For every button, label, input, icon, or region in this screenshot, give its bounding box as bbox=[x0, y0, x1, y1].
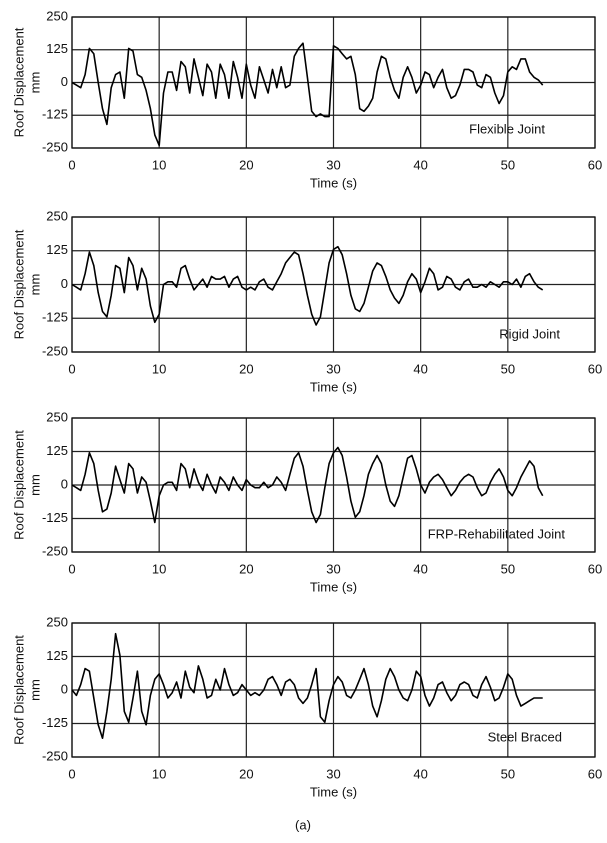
x-tick-label: 10 bbox=[152, 157, 166, 172]
x-tick-label: 60 bbox=[588, 157, 602, 172]
y-tick-label: 0 bbox=[61, 276, 68, 291]
x-tick-label: 20 bbox=[239, 561, 253, 576]
x-tick-label: 20 bbox=[239, 766, 253, 781]
y-tick-label: -250 bbox=[42, 543, 68, 558]
x-tick-label: 30 bbox=[326, 361, 340, 376]
y-tick-label: 125 bbox=[46, 41, 68, 56]
y-tick-label: 250 bbox=[46, 409, 68, 424]
y-tick-label: 125 bbox=[46, 443, 68, 458]
x-tick-label: 50 bbox=[501, 361, 515, 376]
x-tick-label: 60 bbox=[588, 766, 602, 781]
y-tick-label: 250 bbox=[46, 614, 68, 629]
x-tick-label: 30 bbox=[326, 766, 340, 781]
caption: (a) bbox=[295, 817, 311, 832]
y-tick-label: 250 bbox=[46, 208, 68, 223]
x-tick-label: 50 bbox=[501, 561, 515, 576]
x-tick-label: 40 bbox=[413, 157, 427, 172]
x-tick-label: 50 bbox=[501, 157, 515, 172]
y-tick-label: -250 bbox=[42, 343, 68, 358]
x-axis-label: Time (s) bbox=[310, 379, 357, 394]
x-tick-label: 40 bbox=[413, 561, 427, 576]
x-tick-label: 20 bbox=[239, 361, 253, 376]
y-axis-label: Roof Displacement bbox=[11, 635, 26, 745]
x-tick-label: 10 bbox=[152, 766, 166, 781]
y-tick-label: 0 bbox=[61, 74, 68, 89]
annotation: Rigid Joint bbox=[499, 326, 560, 341]
y-axis-unit: mm bbox=[27, 679, 42, 701]
x-axis-label: Time (s) bbox=[310, 784, 357, 799]
x-tick-label: 0 bbox=[68, 766, 75, 781]
y-axis-unit: mm bbox=[27, 274, 42, 296]
annotation: FRP-Rehabilitated Joint bbox=[428, 526, 566, 541]
annotation: Steel Braced bbox=[488, 729, 562, 744]
annotation: Flexible Joint bbox=[469, 121, 545, 136]
y-tick-label: 0 bbox=[61, 476, 68, 491]
x-tick-label: 0 bbox=[68, 561, 75, 576]
data-line bbox=[71, 245, 544, 326]
x-tick-label: 10 bbox=[152, 361, 166, 376]
x-tick-label: 30 bbox=[326, 561, 340, 576]
y-tick-label: 125 bbox=[46, 648, 68, 663]
data-line bbox=[71, 632, 543, 739]
y-tick-label: -250 bbox=[42, 748, 68, 763]
y-tick-label: -125 bbox=[42, 310, 68, 325]
x-tick-label: 50 bbox=[501, 766, 515, 781]
data-line bbox=[71, 446, 544, 524]
x-axis-label: Time (s) bbox=[310, 175, 357, 190]
x-tick-label: 0 bbox=[68, 361, 75, 376]
x-tick-label: 20 bbox=[239, 157, 253, 172]
y-axis-label: Roof Displacement bbox=[11, 430, 26, 540]
x-tick-label: 0 bbox=[68, 157, 75, 172]
y-tick-label: 0 bbox=[61, 681, 68, 696]
y-tick-label: -125 bbox=[42, 510, 68, 525]
x-tick-label: 30 bbox=[326, 157, 340, 172]
y-tick-label: 125 bbox=[46, 242, 68, 257]
y-tick-label: 250 bbox=[46, 8, 68, 23]
y-axis-label: Roof Displacement bbox=[11, 229, 26, 339]
y-axis-label: Roof Displacement bbox=[11, 27, 26, 137]
x-tick-label: 60 bbox=[588, 561, 602, 576]
y-tick-label: -250 bbox=[42, 139, 68, 154]
x-tick-label: 40 bbox=[413, 766, 427, 781]
data-line bbox=[71, 42, 544, 147]
x-axis-label: Time (s) bbox=[310, 579, 357, 594]
y-axis-unit: mm bbox=[27, 72, 42, 94]
y-tick-label: -125 bbox=[42, 715, 68, 730]
x-tick-label: 60 bbox=[588, 361, 602, 376]
x-tick-label: 40 bbox=[413, 361, 427, 376]
y-tick-label: -125 bbox=[42, 107, 68, 122]
y-axis-unit: mm bbox=[27, 474, 42, 496]
x-tick-label: 10 bbox=[152, 561, 166, 576]
